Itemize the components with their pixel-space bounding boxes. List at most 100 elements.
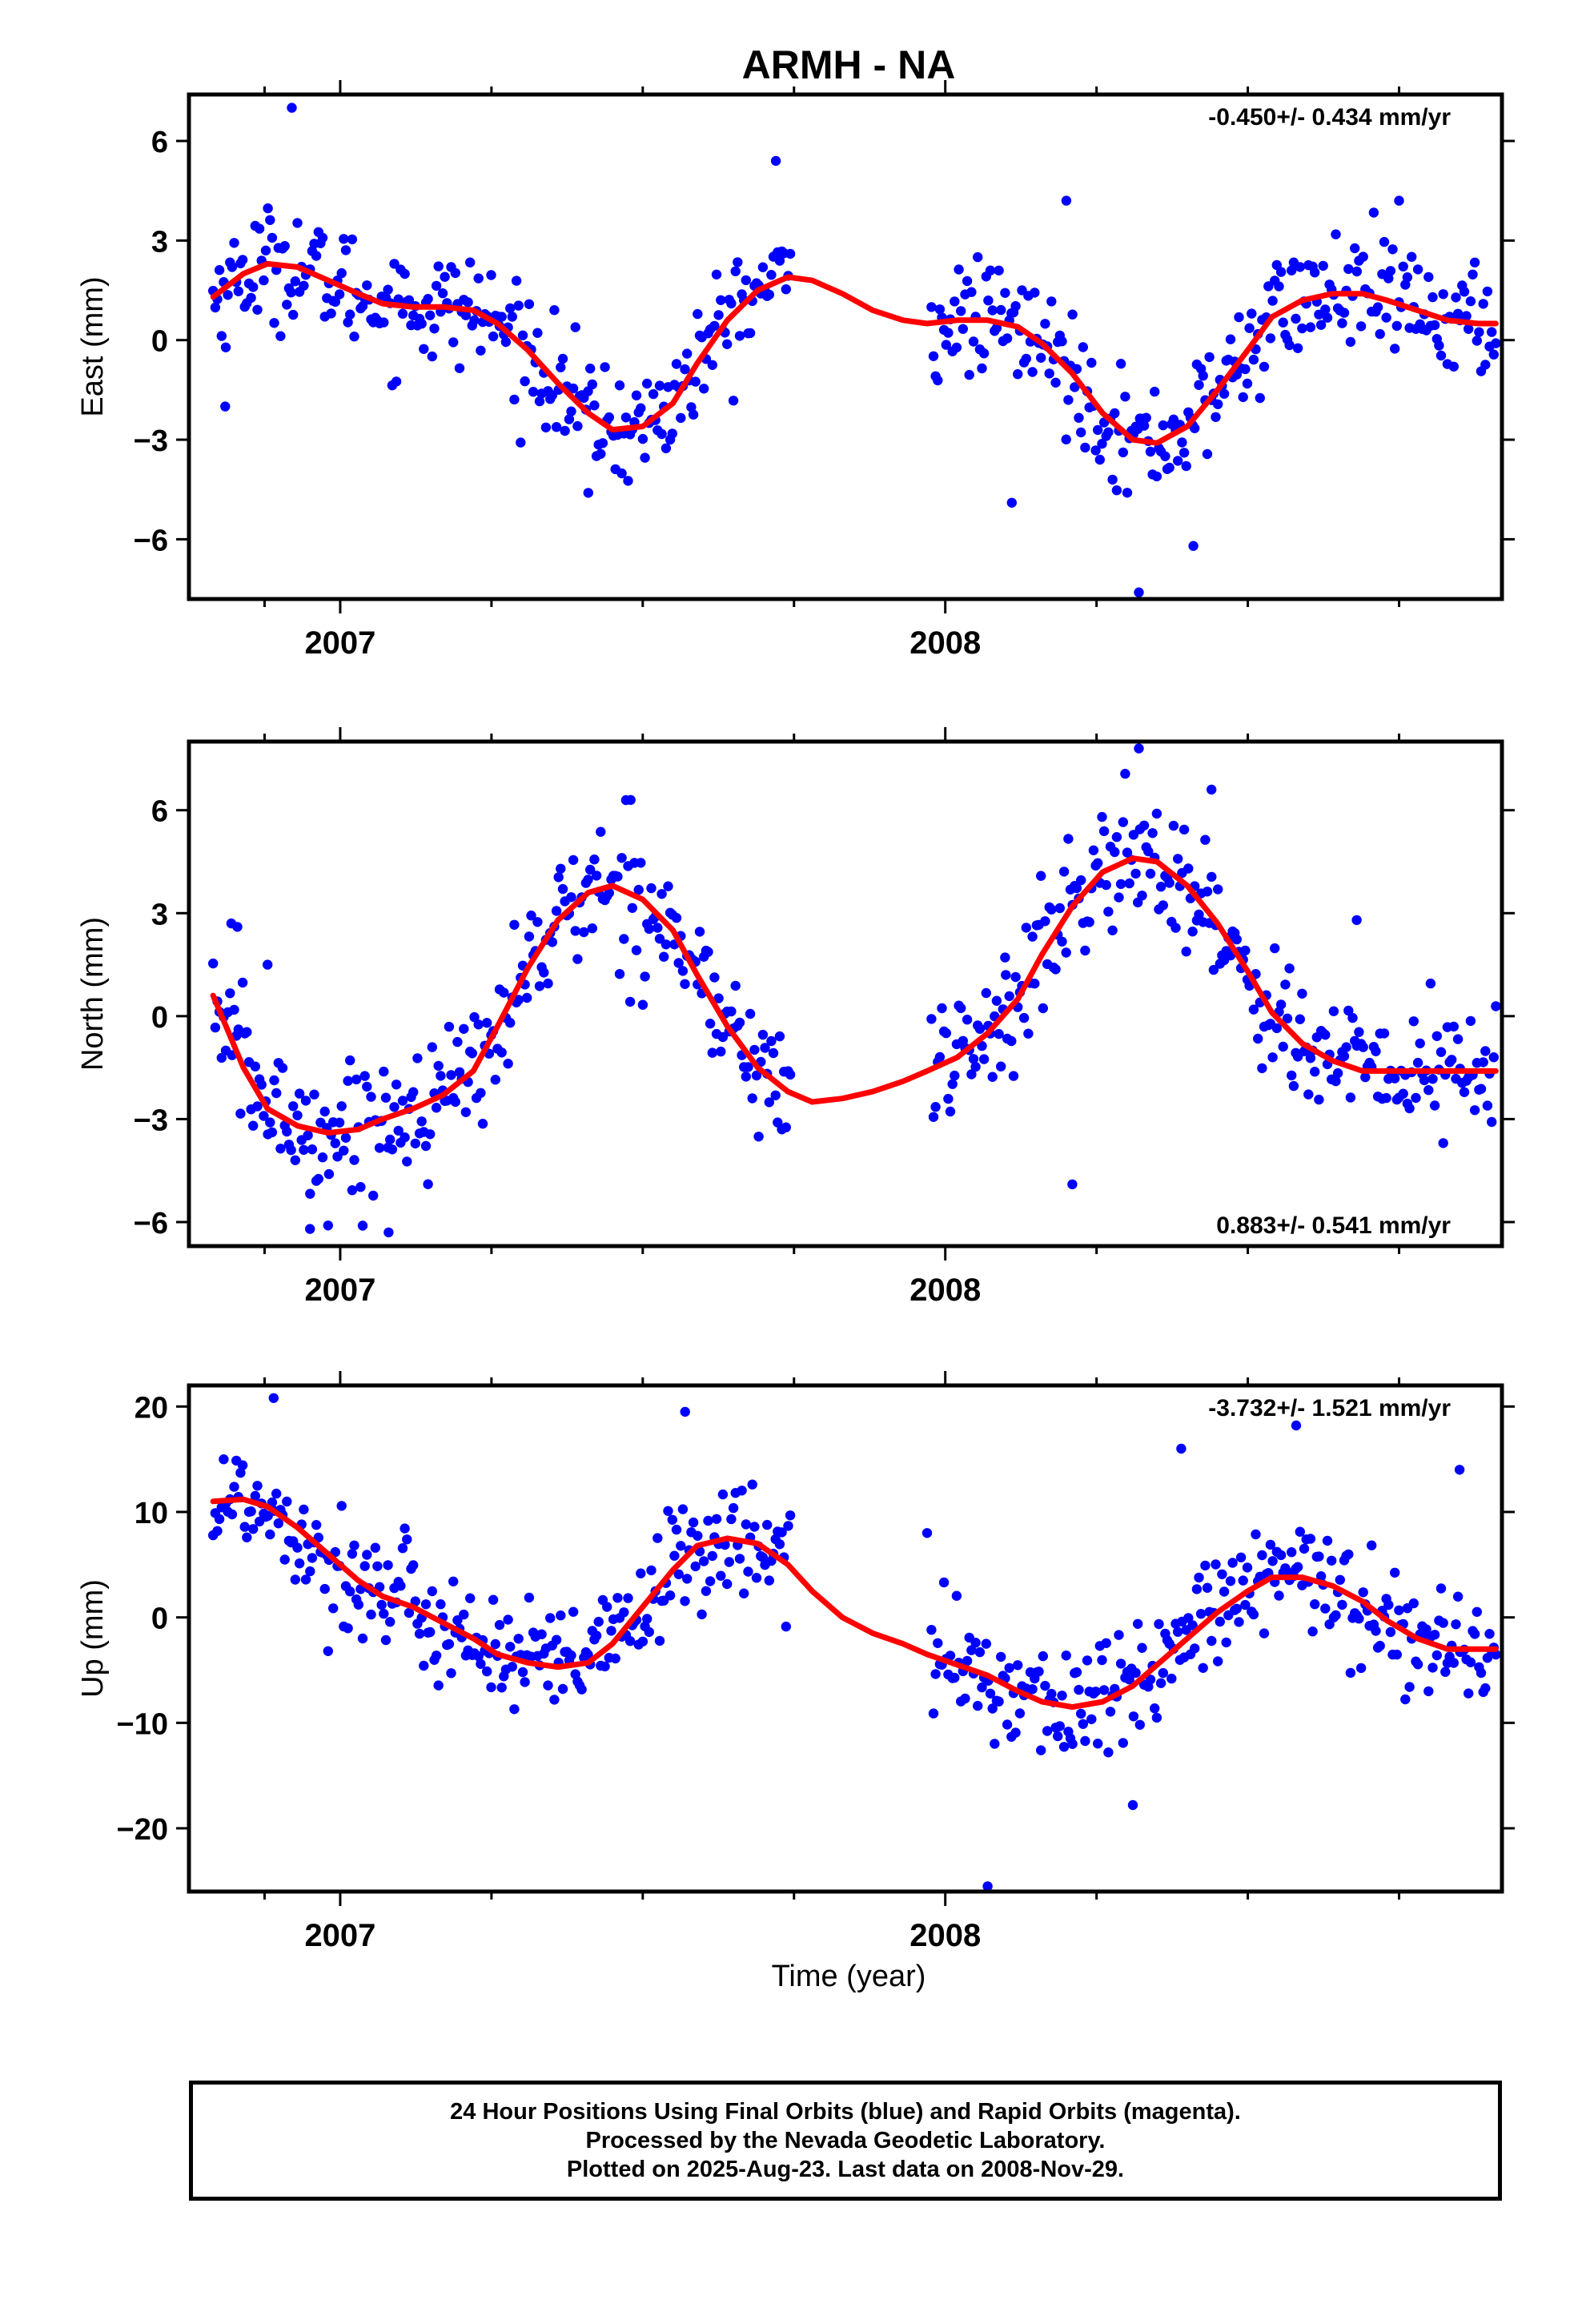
data-point	[667, 1514, 677, 1526]
data-point	[380, 1634, 391, 1646]
data-point	[964, 369, 974, 380]
data-point	[1078, 1719, 1089, 1729]
data-point	[1006, 1035, 1017, 1047]
data-point	[1431, 1650, 1443, 1661]
data-point	[397, 1543, 408, 1554]
data-point	[463, 297, 473, 308]
data-point	[1191, 1584, 1203, 1594]
data-point	[624, 996, 636, 1007]
data-point	[1067, 309, 1078, 320]
data-point	[1143, 846, 1154, 857]
y-tick-label: −6	[134, 1207, 168, 1240]
data-point	[728, 1502, 739, 1514]
data-point	[1484, 1629, 1495, 1639]
north-rate-label: 0.883+/- 0.541 mm/yr	[1216, 1212, 1451, 1239]
data-point	[1253, 1033, 1263, 1044]
data-point	[962, 275, 973, 287]
data-point	[419, 344, 429, 354]
data-point	[259, 275, 269, 286]
data-point	[1448, 1021, 1460, 1032]
data-point	[1240, 1599, 1251, 1610]
data-point	[265, 215, 275, 225]
data-point	[1002, 333, 1013, 344]
data-point	[722, 339, 733, 349]
data-point	[353, 1599, 363, 1610]
north-data-points	[208, 743, 1501, 1238]
data-point	[652, 1533, 663, 1543]
up-data-points	[208, 1393, 1501, 1892]
data-point	[446, 1668, 456, 1679]
data-point	[557, 1683, 568, 1695]
data-point	[646, 1565, 656, 1576]
data-point	[287, 103, 297, 113]
data-point	[1440, 1667, 1451, 1677]
data-point	[1295, 1526, 1306, 1537]
data-point	[532, 917, 543, 927]
data-point	[265, 1529, 275, 1540]
data-point	[534, 396, 545, 407]
data-point	[1176, 1443, 1186, 1454]
data-point	[1387, 244, 1398, 255]
data-point	[1310, 1599, 1320, 1610]
data-point	[654, 1635, 665, 1647]
data-point	[454, 363, 465, 373]
data-point	[290, 1155, 300, 1166]
data-point	[246, 1506, 256, 1517]
data-point	[926, 1014, 937, 1024]
data-point	[385, 1617, 396, 1627]
data-point	[619, 934, 629, 944]
data-point	[1472, 1606, 1483, 1618]
data-point	[1431, 1031, 1443, 1042]
data-point	[1141, 412, 1151, 423]
data-point	[279, 1554, 290, 1565]
data-point	[1400, 279, 1411, 290]
data-point	[459, 1609, 469, 1620]
data-point	[532, 328, 543, 338]
data-point	[1160, 451, 1170, 461]
data-point	[1404, 1682, 1415, 1692]
data-point	[330, 1138, 340, 1148]
data-point	[612, 871, 623, 882]
data-point	[1107, 474, 1118, 485]
data-point	[583, 875, 593, 885]
data-point	[239, 1522, 250, 1532]
x-year-label: 2008	[909, 1273, 981, 1308]
data-point	[1044, 368, 1054, 379]
data-point	[930, 1669, 941, 1679]
data-point	[208, 958, 219, 969]
data-point	[1227, 1558, 1238, 1568]
data-point	[556, 1610, 566, 1621]
data-point	[1130, 1667, 1141, 1679]
data-point	[1274, 281, 1284, 292]
data-point	[707, 1047, 717, 1058]
data-point	[676, 412, 686, 424]
data-point	[420, 1140, 432, 1152]
data-point	[1030, 287, 1040, 298]
data-point	[1234, 312, 1244, 323]
data-point	[703, 947, 713, 957]
data-point	[1094, 454, 1106, 465]
data-point	[1478, 1057, 1488, 1068]
data-point	[292, 1542, 303, 1553]
data-point	[1084, 917, 1094, 927]
data-point	[701, 1586, 712, 1597]
data-point	[1452, 1034, 1464, 1044]
data-point	[366, 1609, 376, 1620]
data-point	[347, 1185, 358, 1196]
data-point	[549, 1695, 560, 1705]
data-point	[488, 1594, 499, 1605]
data-point	[362, 280, 372, 291]
caption-line-1: 24 Hour Positions Using Final Orbits (bl…	[450, 2099, 1241, 2125]
data-point	[269, 1075, 279, 1086]
data-point	[943, 1093, 954, 1104]
data-point	[357, 1633, 368, 1644]
data-point	[764, 289, 774, 300]
data-point	[400, 1132, 410, 1143]
data-point	[1282, 1013, 1293, 1024]
data-point	[317, 1152, 328, 1163]
y-tick-label: 0	[151, 1001, 168, 1035]
data-point	[1213, 1656, 1223, 1667]
data-point	[610, 1653, 620, 1664]
data-point	[1164, 462, 1174, 473]
data-point	[1021, 923, 1032, 933]
